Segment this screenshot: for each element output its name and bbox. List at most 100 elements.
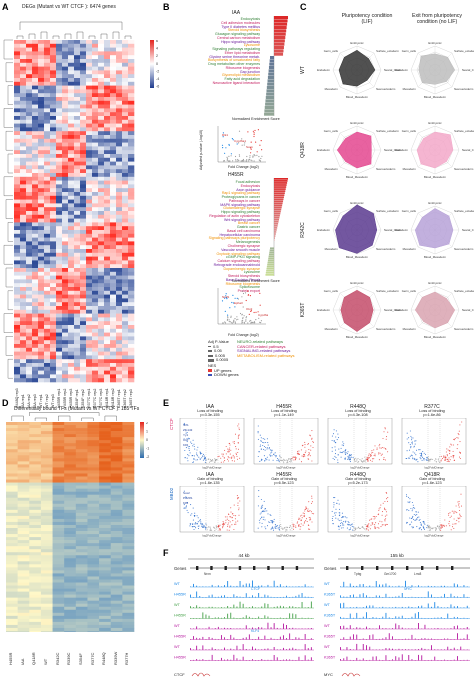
heatmap-cell (20, 218, 27, 223)
heatmap-cell (86, 176, 93, 181)
heatmap-cell (116, 192, 123, 197)
heatmap-cell (98, 245, 105, 250)
heatmap-cell (116, 275, 123, 280)
volcano-point (238, 142, 240, 144)
heatmap-cell (17, 443, 30, 447)
heatmap-cell (52, 461, 65, 465)
volcano-point (354, 458, 356, 460)
heatmap-cell (104, 97, 111, 102)
volcano-point (445, 456, 447, 458)
volcano-point (409, 457, 411, 459)
track-signal (444, 593, 445, 598)
heatmap-cell (64, 543, 77, 547)
volcano-point (241, 314, 243, 316)
heatmap-cell (122, 142, 129, 147)
heatmap-cell (68, 157, 75, 162)
heatmap-cell (52, 561, 65, 565)
heatmap-cell (44, 230, 51, 235)
axis-label-x: log2FoldChange (424, 534, 444, 538)
heatmap-cell (68, 154, 75, 159)
heatmap-cell (75, 494, 88, 499)
volcano-point (262, 441, 264, 443)
nes-bar (267, 261, 274, 264)
heatmap-cell (29, 467, 42, 471)
volcano-point (378, 453, 380, 455)
track-signal (289, 628, 291, 629)
heatmap-cell (44, 93, 51, 98)
heatmap-cell (99, 485, 112, 489)
volcano-point (253, 322, 255, 324)
heatmap-cell (128, 123, 135, 128)
volcano-point (200, 451, 202, 453)
heatmap-cell (26, 370, 33, 375)
volcano-point (243, 315, 245, 317)
heatmap-cell (38, 252, 45, 257)
dendrogram-branch (29, 412, 100, 416)
track-signal (199, 586, 201, 587)
volcano-point (442, 525, 444, 527)
heatmap-cell (110, 488, 123, 492)
heatmap-cell (26, 40, 33, 45)
heatmap-cell (26, 78, 33, 83)
heatmap-cell (26, 150, 33, 155)
volcano-point (347, 458, 350, 460)
heatmap-cell (14, 275, 21, 280)
volcano-point (262, 444, 264, 447)
heatmap-cell (29, 497, 42, 502)
heatmap-cell (38, 78, 45, 83)
volcano-point (372, 523, 374, 525)
volcano-point (309, 517, 311, 519)
volcano-point (406, 438, 408, 440)
heatmap-cell (75, 537, 88, 541)
volcano-point (336, 502, 338, 504)
heatmap-cell (98, 116, 105, 121)
heatmap-cell (122, 458, 135, 462)
heatmap-cell (116, 271, 123, 276)
heatmap-cell (50, 127, 57, 132)
volcano-point (285, 526, 287, 528)
track-signal (395, 606, 397, 608)
volcano-point (374, 453, 376, 455)
track-signal (427, 603, 429, 608)
heatmap-cell (122, 431, 135, 435)
heatmap-cell (92, 40, 99, 45)
heatmap-cell (104, 192, 111, 197)
heatmap-cell (38, 108, 45, 113)
heatmap-cell (40, 618, 53, 623)
heatmap-cell (110, 142, 117, 147)
heatmap-cell (38, 313, 45, 318)
heatmap-cell (17, 512, 30, 517)
heatmap-cell (44, 321, 51, 326)
track-signal (193, 583, 194, 587)
heatmap-cell (26, 268, 33, 273)
volcano-point (424, 453, 427, 455)
heatmap-cell (92, 59, 99, 64)
legend-nes-item: UP genes (208, 368, 239, 374)
heatmap-cell (128, 169, 135, 174)
track-signal (424, 618, 426, 619)
volcano-point (429, 458, 432, 460)
heatmap-cell (128, 279, 135, 284)
heatmap-cell (32, 252, 39, 257)
volcano-point (309, 528, 311, 530)
volcano-point (248, 160, 250, 162)
track-signal (273, 655, 275, 661)
heatmap-cell (64, 591, 77, 595)
volcano-point (412, 507, 414, 509)
heatmap-cell (87, 594, 100, 598)
volcano-point (428, 529, 431, 531)
heatmap-cell (44, 81, 51, 86)
heatmap-cell (38, 195, 45, 200)
heatmap-cell (38, 119, 45, 124)
heatmap-cell (104, 62, 111, 67)
heatmap-cell (122, 624, 135, 629)
volcano-point (231, 322, 233, 324)
volcano-point (435, 461, 437, 463)
track-signal (221, 607, 222, 608)
track-signal (440, 617, 442, 619)
heatmap-cell (99, 627, 112, 632)
heatmap-cell (50, 43, 57, 48)
heatmap-cell (29, 488, 42, 492)
nes-bar (268, 72, 274, 76)
volcano-point (341, 452, 343, 454)
